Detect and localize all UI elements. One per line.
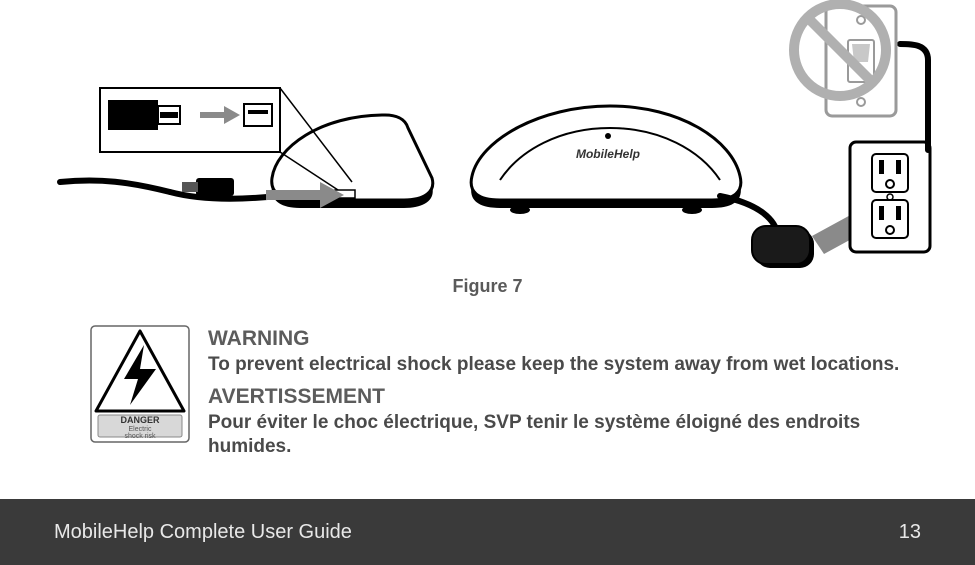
figure-caption: Figure 7 — [0, 276, 975, 297]
danger-shock-icon: DANGER Electric shock risk — [90, 325, 190, 448]
danger-label-line3: shock risk — [124, 433, 156, 440]
warning-heading-en: WARNING — [208, 327, 915, 351]
warning-heading-fr: AVERTISSEMENT — [208, 385, 915, 409]
warning-text: WARNING To prevent electrical shock plea… — [208, 325, 915, 466]
figure-7-diagram: MobileHelp — [0, 0, 975, 270]
warning-block: DANGER Electric shock risk WARNING To pr… — [0, 297, 975, 466]
warning-body-fr: Pour éviter le choc électrique, SVP teni… — [208, 411, 915, 459]
danger-label-line2: Electric — [129, 426, 152, 433]
footer-page-number: 13 — [899, 521, 921, 544]
danger-label-line1: DANGER — [120, 415, 160, 425]
footer-title: MobileHelp Complete User Guide — [54, 521, 352, 544]
device-brand-label: MobileHelp — [576, 147, 640, 161]
page-footer: MobileHelp Complete User Guide 13 — [0, 499, 975, 565]
warning-body-en: To prevent electrical shock please keep … — [208, 353, 915, 377]
